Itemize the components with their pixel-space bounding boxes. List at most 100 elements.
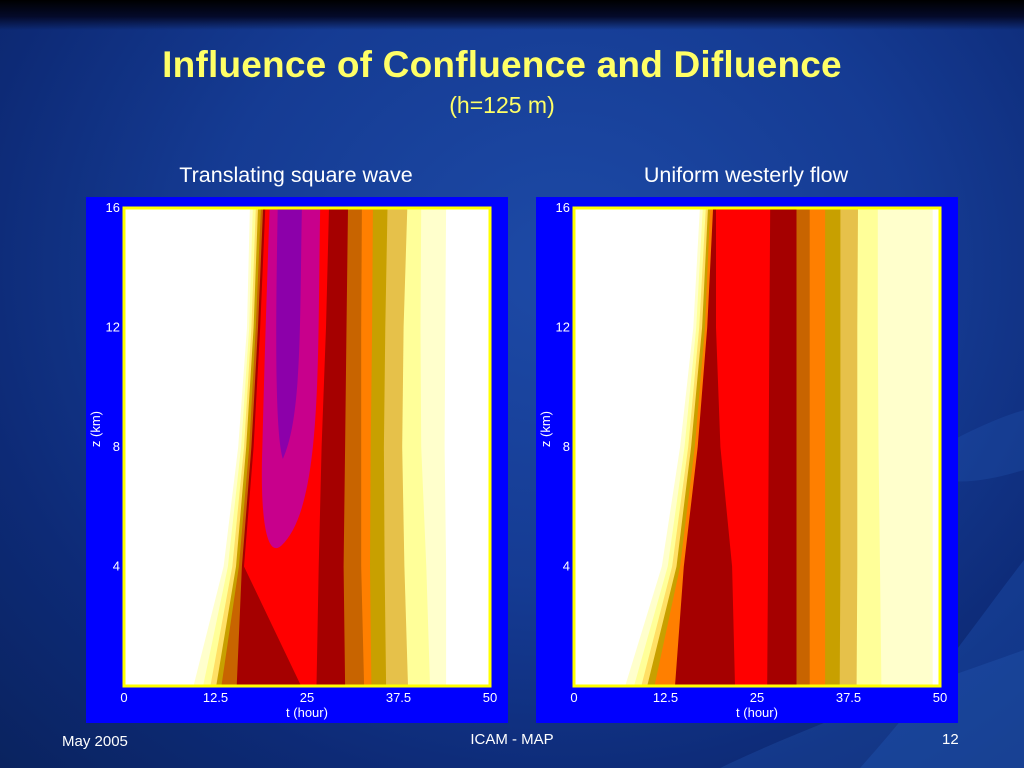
x-tick-label: 0 [120, 690, 127, 705]
minor-tick [572, 326, 576, 329]
minor-tick [737, 684, 741, 688]
minor-tick [755, 684, 759, 688]
minor-tick [488, 654, 492, 658]
minor-tick [773, 684, 777, 688]
minor-tick [938, 684, 942, 688]
minor-tick [810, 206, 814, 210]
minor-tick [305, 206, 309, 210]
minor-tick [920, 684, 924, 688]
minor-tick [360, 684, 364, 688]
minor-tick [122, 266, 126, 270]
minor-tick [755, 206, 759, 210]
minor-tick [122, 355, 126, 359]
right-contour-plot: 0 12.5 25 37.5 50 4 8 12 16 t (hour) z (km) [536, 197, 958, 723]
x-tick-label: 25 [750, 690, 764, 705]
minor-tick [718, 206, 722, 210]
contour-area [574, 208, 940, 686]
minor-tick [250, 684, 254, 688]
minor-tick [488, 445, 492, 449]
minor-tick [847, 206, 850, 210]
minor-tick [488, 415, 492, 419]
left-contour-plot: 0 12.5 25 37.5 50 4 8 12 16 t (hour) z (km) [86, 197, 508, 723]
minor-tick [773, 206, 777, 210]
minor-tick [268, 684, 272, 688]
minor-tick [920, 206, 924, 210]
right-panel-title: Uniform westerly flow [643, 163, 849, 187]
minor-tick [433, 684, 437, 688]
minor-tick [433, 206, 437, 210]
minor-tick [488, 296, 492, 300]
minor-tick [214, 206, 217, 210]
minor-tick [883, 684, 887, 688]
minor-tick [122, 624, 126, 628]
contour-band-white [444, 208, 490, 686]
minor-tick [938, 355, 942, 359]
minor-tick [645, 206, 649, 210]
x-tick-label: 37.5 [836, 690, 861, 705]
minor-tick [415, 206, 419, 210]
y-axis-label: z (km) [88, 411, 103, 447]
y-tick-label: 12 [106, 320, 120, 335]
minor-tick [122, 684, 126, 688]
minor-tick [122, 594, 126, 598]
minor-tick [609, 684, 613, 688]
x-tick-label: 50 [483, 690, 497, 705]
minor-tick [700, 206, 704, 210]
x-tick-label: 12.5 [653, 690, 678, 705]
minor-tick [122, 385, 126, 389]
minor-tick [287, 206, 291, 210]
minor-tick [938, 624, 942, 628]
minor-tick [470, 684, 474, 688]
minor-tick [451, 206, 455, 210]
minor-tick [214, 684, 217, 688]
minor-tick [488, 624, 492, 628]
minor-tick [122, 415, 126, 419]
minor-tick [627, 206, 631, 210]
minor-tick [287, 684, 291, 688]
slide-title: Influence of Confluence and Difluence [162, 44, 842, 85]
minor-tick [122, 654, 126, 658]
minor-tick [232, 206, 236, 210]
y-tick-label: 8 [563, 439, 570, 454]
minor-tick [938, 385, 942, 389]
minor-tick [572, 684, 576, 688]
minor-tick [938, 535, 942, 539]
slide-subtitle: (h=125 m) [449, 92, 555, 118]
minor-tick [828, 684, 832, 688]
minor-tick [250, 206, 254, 210]
minor-tick [664, 206, 667, 210]
x-tick-label: 0 [570, 690, 577, 705]
minor-tick [938, 594, 942, 598]
y-tick-label: 8 [113, 439, 120, 454]
minor-tick [938, 206, 942, 210]
minor-tick [140, 684, 144, 688]
y-tick-label: 4 [113, 559, 120, 574]
contour-area [124, 208, 490, 686]
minor-tick [177, 206, 181, 210]
minor-tick [572, 296, 576, 300]
minor-tick [451, 684, 455, 688]
footer-page-number: 12 [942, 731, 959, 748]
x-tick-label: 12.5 [203, 690, 228, 705]
minor-tick [938, 415, 942, 419]
minor-tick [122, 206, 126, 210]
minor-tick [488, 385, 492, 389]
minor-tick [718, 684, 722, 688]
minor-tick [828, 206, 832, 210]
minor-tick [470, 206, 474, 210]
x-axis-label: t (hour) [286, 705, 328, 720]
minor-tick [488, 236, 492, 240]
minor-tick [342, 206, 346, 210]
minor-tick [122, 326, 126, 329]
minor-tick [792, 684, 796, 688]
minor-tick [159, 206, 163, 210]
minor-tick [122, 296, 126, 300]
minor-tick [572, 236, 576, 240]
minor-tick [122, 475, 126, 479]
minor-tick [627, 684, 631, 688]
minor-tick [488, 475, 492, 479]
minor-tick [122, 445, 126, 449]
minor-tick [682, 206, 686, 210]
minor-tick [883, 206, 887, 210]
minor-tick [122, 236, 126, 240]
